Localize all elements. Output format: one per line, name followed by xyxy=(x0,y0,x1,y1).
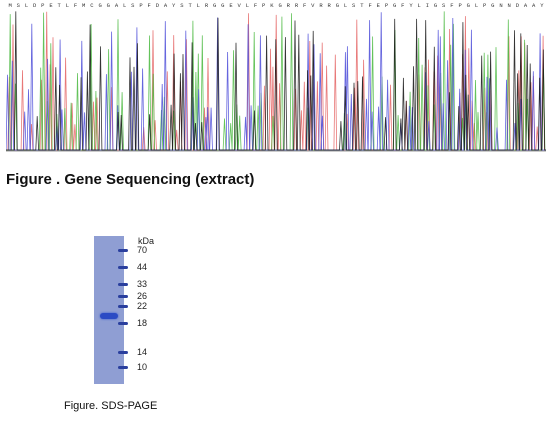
marker-label: 14 xyxy=(137,347,148,357)
residue-letter: N xyxy=(499,2,502,9)
residue-letter: L xyxy=(66,2,69,9)
residue-letter: S xyxy=(17,2,21,9)
residue-letter: L xyxy=(475,2,478,9)
residue-letter: P xyxy=(385,2,388,9)
residue-letter: S xyxy=(442,2,446,9)
residue-letter: E xyxy=(49,2,53,9)
residue-letter: Y xyxy=(540,2,544,9)
ladder-band xyxy=(118,295,128,298)
residue-letter: V xyxy=(238,2,242,9)
residue-letter: P xyxy=(483,2,486,9)
residue-letter: P xyxy=(41,2,44,9)
residue-letter: G xyxy=(221,2,224,9)
ladder-band xyxy=(118,249,128,252)
residue-letter: A xyxy=(532,2,536,9)
sequencing-figure-title: Figure . Gene Sequencing (extract) xyxy=(6,171,255,188)
residue-letter: S xyxy=(131,2,135,9)
ladder-band xyxy=(118,351,128,354)
kda-unit-label: kDa xyxy=(138,236,155,246)
residue-letter: E xyxy=(229,2,233,9)
residue-letter: A xyxy=(524,2,528,9)
residue-letter: P xyxy=(262,2,265,9)
ladder-bands xyxy=(118,236,130,384)
residue-letter: M xyxy=(8,2,11,9)
residue-letter: F xyxy=(401,2,404,9)
residue-letter: S xyxy=(180,2,184,9)
residue-letter: L xyxy=(123,2,126,9)
residue-letter: M xyxy=(82,2,85,9)
marker-label: 33 xyxy=(137,279,148,289)
residue-letter: P xyxy=(139,2,142,9)
residue-letter: F xyxy=(368,2,371,9)
residue-letter: G xyxy=(278,2,281,9)
residue-letter: G xyxy=(434,2,437,9)
residue-letter: T xyxy=(360,2,364,9)
residue-letter: T xyxy=(58,2,62,9)
ladder-band xyxy=(118,305,128,308)
residue-letter: E xyxy=(377,2,381,9)
residue-letter: F xyxy=(74,2,77,9)
residue-letter: D xyxy=(516,2,520,9)
residue-letter: R xyxy=(295,2,299,9)
residue-letter: G xyxy=(491,2,494,9)
residue-letter: L xyxy=(344,2,347,9)
residue-letter: S xyxy=(352,2,356,9)
ladder-band xyxy=(118,283,128,286)
residue-letter: F xyxy=(450,2,453,9)
marker-label: 18 xyxy=(137,318,148,328)
residue-letter: L xyxy=(197,2,200,9)
residue-letter: A xyxy=(115,2,119,9)
residue-letter: V xyxy=(311,2,315,9)
residue-letter: A xyxy=(164,2,168,9)
marker-label: 22 xyxy=(137,301,148,311)
residue-letter: G xyxy=(336,2,339,9)
ladder-band xyxy=(118,322,128,325)
residue-letter: L xyxy=(25,2,28,9)
marker-label: 10 xyxy=(137,362,148,372)
chromatogram-traces xyxy=(6,11,546,152)
residue-letter: G xyxy=(213,2,216,9)
residue-letter: G xyxy=(393,2,396,9)
residue-letter: D xyxy=(156,2,160,9)
residue-letter: F xyxy=(254,2,257,9)
residue-letter: P xyxy=(458,2,461,9)
residue-letter: Y xyxy=(172,2,176,9)
residue-letter: R xyxy=(328,2,332,9)
residue-letter: D xyxy=(33,2,37,9)
residue-letter: R xyxy=(287,2,291,9)
residue-letter: K xyxy=(270,2,274,9)
ladder-band xyxy=(118,366,128,369)
trace-line xyxy=(6,11,546,151)
ladder-band xyxy=(118,266,128,269)
marker-label: 70 xyxy=(137,245,148,255)
residue-letter: N xyxy=(508,2,511,9)
residue-letter: R xyxy=(205,2,209,9)
residue-letter: Y xyxy=(409,2,413,9)
residue-letter: I xyxy=(426,2,429,9)
residue-letter: G xyxy=(467,2,470,9)
marker-label: 26 xyxy=(137,291,148,301)
residue-letter: L xyxy=(246,2,249,9)
residue-letter: G xyxy=(107,2,110,9)
protein-band xyxy=(100,313,118,319)
sds-page-caption: Figure. SDS-PAGE xyxy=(64,400,158,412)
residue-letter: L xyxy=(418,2,421,9)
sds-page-gel: kDa 70 44 33 26 22 18 14 10 xyxy=(94,236,174,386)
residue-letter: R xyxy=(319,2,323,9)
residue-letter: F xyxy=(303,2,306,9)
residue-letter: T xyxy=(188,2,192,9)
residue-letter: G xyxy=(98,2,101,9)
gel-lane xyxy=(94,236,124,384)
marker-label: 44 xyxy=(137,262,148,272)
residue-letter: C xyxy=(90,2,94,9)
residue-letter: F xyxy=(148,2,151,9)
